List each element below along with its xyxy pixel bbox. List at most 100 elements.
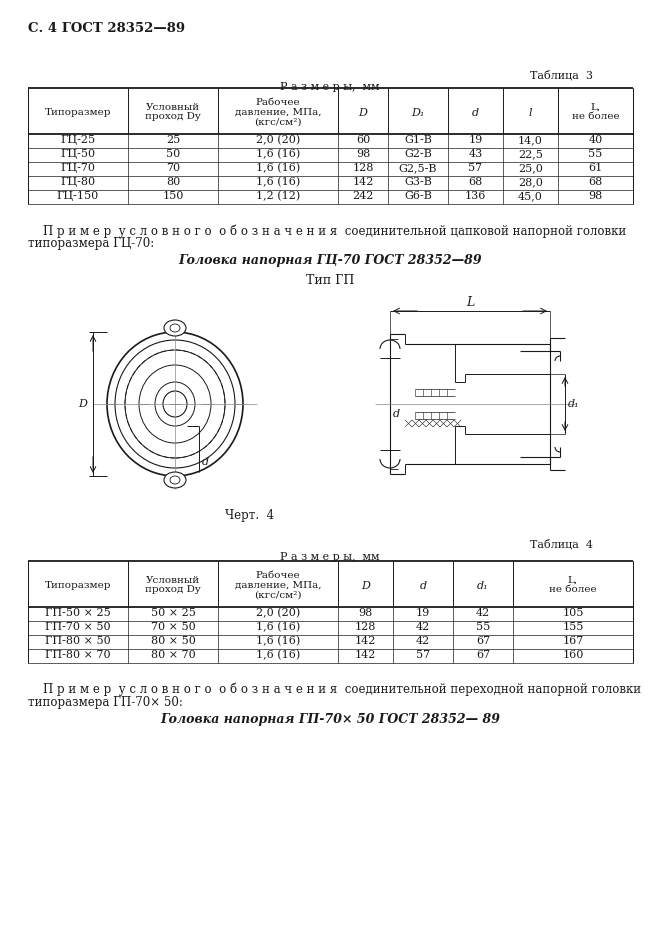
Ellipse shape <box>164 472 186 488</box>
Text: 50: 50 <box>166 149 180 159</box>
Text: 128: 128 <box>352 163 373 173</box>
Text: 70: 70 <box>166 163 180 173</box>
Text: ГП-50 × 25: ГП-50 × 25 <box>45 608 111 618</box>
Text: 19: 19 <box>469 135 483 145</box>
Text: 98: 98 <box>588 191 603 201</box>
Text: 70 × 50: 70 × 50 <box>151 622 196 632</box>
Text: 67: 67 <box>476 650 490 660</box>
Text: Рабочее: Рабочее <box>256 98 300 108</box>
Text: 57: 57 <box>469 163 483 173</box>
Text: 142: 142 <box>355 650 376 660</box>
Text: проход Dy: проход Dy <box>145 585 201 594</box>
Text: D: D <box>358 108 368 118</box>
Text: 14,0: 14,0 <box>518 135 543 145</box>
Text: d: d <box>393 409 400 419</box>
Text: 19: 19 <box>416 608 430 618</box>
Text: ГЦ-70: ГЦ-70 <box>61 163 95 173</box>
Text: 1,6 (16): 1,6 (16) <box>256 149 300 159</box>
Text: 25: 25 <box>166 135 180 145</box>
Text: 57: 57 <box>416 650 430 660</box>
Text: d₁: d₁ <box>568 399 580 409</box>
Text: (кгс/см²): (кгс/см²) <box>254 117 302 126</box>
Text: G2,5-B: G2,5-B <box>399 163 437 173</box>
Text: L: L <box>466 296 474 309</box>
Text: 45,0: 45,0 <box>518 191 543 201</box>
Text: ГЦ-80: ГЦ-80 <box>60 177 96 187</box>
Text: 60: 60 <box>356 135 370 145</box>
Text: не более: не более <box>572 112 619 122</box>
Text: проход Dy: проход Dy <box>145 112 201 122</box>
Text: 2,0 (20): 2,0 (20) <box>256 135 300 145</box>
Text: не более: не более <box>549 585 597 594</box>
Text: 55: 55 <box>476 622 490 632</box>
Text: 167: 167 <box>563 636 584 646</box>
Text: типоразмера ГП-70× 50:: типоразмера ГП-70× 50: <box>28 696 183 709</box>
Text: Р а з м е р ы,  мм: Р а з м е р ы, мм <box>280 552 380 562</box>
Text: 1,6 (16): 1,6 (16) <box>256 163 300 173</box>
Text: d: d <box>472 108 479 118</box>
Text: D₁: D₁ <box>411 108 424 118</box>
Text: Типоразмер: Типоразмер <box>45 580 111 590</box>
Ellipse shape <box>164 320 186 336</box>
Text: Черт.  4: Черт. 4 <box>225 509 274 522</box>
Text: 55: 55 <box>588 149 603 159</box>
Text: Тип ГП: Тип ГП <box>306 274 354 287</box>
Text: 80: 80 <box>166 177 180 187</box>
Text: Рабочее: Рабочее <box>256 571 300 580</box>
Text: ГЦ-50: ГЦ-50 <box>60 149 96 159</box>
Text: 2,0 (20): 2,0 (20) <box>256 607 300 618</box>
Text: 1,6 (16): 1,6 (16) <box>256 636 300 646</box>
Text: типоразмера ГЦ-70:: типоразмера ГЦ-70: <box>28 237 154 250</box>
Text: D: D <box>79 399 87 409</box>
Text: 105: 105 <box>563 608 584 618</box>
Text: L,: L, <box>568 576 578 585</box>
Text: 68: 68 <box>588 177 603 187</box>
Text: Условный: Условный <box>146 576 200 585</box>
Text: Р а з м е р ы,  мм: Р а з м е р ы, мм <box>280 82 380 92</box>
Text: d: d <box>420 580 426 591</box>
Text: 67: 67 <box>476 636 490 646</box>
Text: С. 4 ГОСТ 28352—89: С. 4 ГОСТ 28352—89 <box>28 22 185 35</box>
Text: П р и м е р  у с л о в н о г о  о б о з н а ч е н и я  соединительной цапковой н: П р и м е р у с л о в н о г о о б о з н … <box>28 224 626 238</box>
Text: 98: 98 <box>356 149 370 159</box>
Text: (кгс/см²): (кгс/см²) <box>254 591 302 599</box>
Text: 1,2 (12): 1,2 (12) <box>256 191 300 201</box>
Text: 61: 61 <box>588 163 603 173</box>
Text: 42: 42 <box>416 636 430 646</box>
Text: давление, МПа,: давление, МПа, <box>235 108 321 117</box>
Text: ГП-80 × 50: ГП-80 × 50 <box>45 636 111 646</box>
Text: 80 × 50: 80 × 50 <box>151 636 196 646</box>
Text: Таблица  3: Таблица 3 <box>530 70 593 80</box>
Text: 1,6 (16): 1,6 (16) <box>256 650 300 660</box>
Text: 42: 42 <box>476 608 490 618</box>
Text: ГП-70 × 50: ГП-70 × 50 <box>45 622 111 632</box>
Text: 22,5: 22,5 <box>518 149 543 159</box>
Text: 42: 42 <box>416 622 430 632</box>
Text: Типоразмер: Типоразмер <box>45 108 111 117</box>
Text: 28,0: 28,0 <box>518 177 543 187</box>
Text: 1,6 (16): 1,6 (16) <box>256 177 300 187</box>
Text: d: d <box>202 457 209 467</box>
Text: G6-B: G6-B <box>404 191 432 201</box>
Text: Головка напорная ГП-70× 50 ГОСТ 28352— 89: Головка напорная ГП-70× 50 ГОСТ 28352— 8… <box>160 713 500 726</box>
Text: Таблица  4: Таблица 4 <box>530 539 593 549</box>
Text: 136: 136 <box>465 191 486 201</box>
Text: П р и м е р  у с л о в н о г о  о б о з н а ч е н и я  соединительной переходной: П р и м е р у с л о в н о г о о б о з н … <box>28 683 641 696</box>
Text: 142: 142 <box>352 177 373 187</box>
Text: 68: 68 <box>469 177 483 187</box>
Text: D: D <box>361 580 370 591</box>
Text: давление, МПа,: давление, МПа, <box>235 580 321 590</box>
Text: l: l <box>529 108 532 118</box>
Text: d₁: d₁ <box>477 580 489 591</box>
Text: 40: 40 <box>588 135 603 145</box>
Text: 242: 242 <box>352 191 373 201</box>
Text: ГП-80 × 70: ГП-80 × 70 <box>45 650 111 660</box>
Text: 98: 98 <box>358 608 373 618</box>
Text: 43: 43 <box>469 149 483 159</box>
Text: ГЦ-150: ГЦ-150 <box>57 191 99 201</box>
Text: Головка напорная ГЦ-70 ГОСТ 28352—89: Головка напорная ГЦ-70 ГОСТ 28352—89 <box>178 254 482 267</box>
Text: 142: 142 <box>355 636 376 646</box>
Text: 1,6 (16): 1,6 (16) <box>256 622 300 632</box>
Text: ГЦ-25: ГЦ-25 <box>60 135 96 145</box>
Text: G3-B: G3-B <box>404 177 432 187</box>
